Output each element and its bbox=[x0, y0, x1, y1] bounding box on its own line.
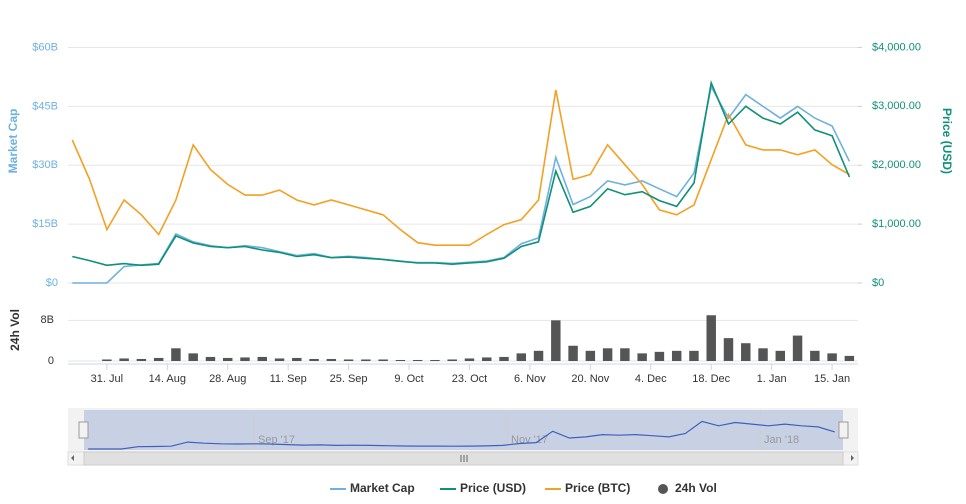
navigator-selection[interactable] bbox=[84, 410, 843, 450]
x-tick-label: 28. Aug bbox=[209, 373, 246, 385]
volume-bar bbox=[464, 358, 475, 361]
x-tick-label: 4. Dec bbox=[635, 373, 667, 385]
navigator-bg bbox=[68, 408, 858, 452]
navigator-handle[interactable] bbox=[838, 421, 849, 439]
volume-bar bbox=[343, 359, 354, 361]
y-tick-label: $0 bbox=[46, 277, 58, 289]
series-line bbox=[71, 89, 850, 246]
volume-bar bbox=[482, 357, 492, 361]
volume-bar bbox=[153, 357, 164, 361]
volume-bar bbox=[533, 350, 544, 361]
y2-axis-title: Price (USD) bbox=[940, 108, 954, 174]
x-tick-label: 23. Oct bbox=[452, 373, 487, 385]
navigator-tick-label: Jan '18 bbox=[764, 434, 799, 446]
volume-bar bbox=[654, 351, 665, 361]
volume-bar bbox=[205, 356, 216, 361]
volume-bar bbox=[671, 350, 682, 361]
volume-bar bbox=[706, 315, 716, 361]
y-axis-title: Market Cap bbox=[6, 109, 20, 174]
scroll-right[interactable] bbox=[851, 455, 854, 461]
volume-bar bbox=[292, 357, 302, 361]
volume-bar bbox=[758, 348, 768, 361]
volume-bar bbox=[516, 353, 527, 361]
y-tick-label: $45B bbox=[32, 100, 58, 112]
y2-tick-label: $0 bbox=[872, 277, 884, 289]
y2-tick-label: $3,000.00 bbox=[872, 100, 921, 112]
volume-bar bbox=[412, 359, 423, 361]
legend-label[interactable]: 24h Vol bbox=[675, 481, 717, 495]
x-tick-label: 6. Nov bbox=[514, 373, 546, 385]
volume-bar bbox=[447, 359, 457, 361]
y-tick-label: $60B bbox=[32, 41, 58, 53]
volume-bar bbox=[326, 358, 337, 361]
scrollbar-grip bbox=[460, 455, 468, 462]
legend-symbol[interactable] bbox=[658, 484, 668, 494]
scroll-left[interactable] bbox=[71, 455, 74, 461]
y2-tick-label: $1,000.00 bbox=[872, 218, 921, 230]
y-tick-label: $15B bbox=[32, 218, 58, 230]
volume-bar bbox=[723, 338, 734, 361]
x-tick-label: 31. Jul bbox=[91, 373, 123, 385]
y2-tick-label: $4,000.00 bbox=[872, 41, 921, 53]
volume-bar bbox=[430, 359, 440, 361]
legend-label[interactable]: Market Cap bbox=[350, 481, 415, 495]
vol-tick-label: 8B bbox=[41, 314, 54, 326]
volume-bar bbox=[741, 343, 751, 361]
x-tick-label: 14. Aug bbox=[149, 373, 186, 385]
y-tick-label: $30B bbox=[32, 159, 58, 171]
series-line bbox=[72, 79, 851, 267]
x-tick-label: 25. Sep bbox=[330, 373, 368, 385]
volume-bar bbox=[637, 353, 647, 361]
volume-bar bbox=[102, 359, 112, 361]
volume-bar bbox=[844, 355, 855, 361]
y2-tick-label: $2,000.00 bbox=[872, 159, 921, 171]
x-tick-label: 20. Nov bbox=[571, 373, 609, 385]
volume-bar bbox=[568, 345, 578, 361]
volume-bar bbox=[309, 358, 319, 361]
volume-bar bbox=[792, 335, 803, 361]
volume-bar bbox=[361, 359, 371, 361]
x-tick-label: 18. Dec bbox=[692, 373, 730, 385]
volume-bar bbox=[810, 350, 820, 361]
volume-bar bbox=[171, 348, 181, 361]
volume-bar bbox=[620, 348, 630, 361]
volume-bar bbox=[585, 350, 596, 361]
volume-bar bbox=[378, 359, 388, 361]
series-line bbox=[72, 84, 851, 284]
volume-bar bbox=[119, 358, 129, 361]
volume-bar bbox=[395, 359, 406, 361]
x-tick-label: 15. Jan bbox=[814, 373, 850, 385]
legend-label[interactable]: Price (USD) bbox=[460, 481, 526, 495]
volume-bar bbox=[240, 357, 250, 361]
navigator-handle[interactable] bbox=[78, 421, 89, 439]
volume-bar bbox=[689, 350, 699, 361]
vol-tick-label: 0 bbox=[48, 355, 54, 367]
volume-bar bbox=[551, 320, 561, 361]
volume-bar bbox=[136, 358, 147, 361]
volume-bar bbox=[223, 357, 233, 361]
volume-bar bbox=[188, 353, 198, 361]
volume-bar bbox=[499, 356, 509, 361]
vol-axis-title: 24h Vol bbox=[8, 309, 22, 351]
volume-bar bbox=[775, 350, 786, 361]
x-tick-label: 1. Jan bbox=[757, 373, 787, 385]
navigator-tick-label: Sep '17 bbox=[258, 434, 295, 446]
legend-label[interactable]: Price (BTC) bbox=[565, 481, 630, 495]
volume-bar bbox=[827, 353, 837, 361]
volume-bar bbox=[274, 358, 285, 361]
volume-bar bbox=[257, 356, 267, 361]
x-tick-label: 9. Oct bbox=[394, 373, 423, 385]
volume-bar bbox=[602, 348, 613, 361]
navigator-line bbox=[88, 420, 835, 450]
x-tick-label: 11. Sep bbox=[270, 373, 307, 385]
